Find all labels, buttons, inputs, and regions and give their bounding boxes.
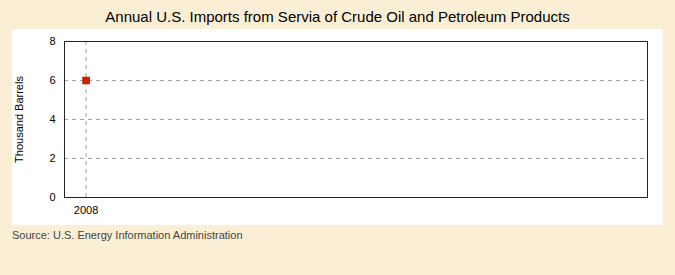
svg-text:0: 0 — [49, 191, 55, 203]
svg-text:2008: 2008 — [74, 204, 98, 216]
svg-text:2: 2 — [49, 152, 55, 164]
svg-text:Thousand Barrels: Thousand Barrels — [13, 76, 25, 163]
svg-text:4: 4 — [49, 113, 55, 125]
html-text:Source: U.S. Energy Informatio: Source: U.S. Energy Information Administ… — [12, 229, 243, 241]
svg-text:8: 8 — [49, 35, 55, 47]
html-text:Annual U.S. Imports from Servi: Annual U.S. Imports from Servia of Crude… — [105, 8, 570, 25]
svg-text:6: 6 — [49, 74, 55, 86]
